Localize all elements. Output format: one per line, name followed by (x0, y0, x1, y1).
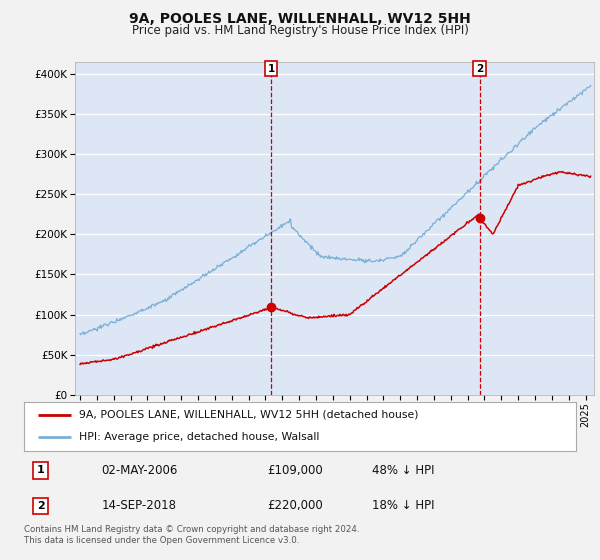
Text: 1: 1 (37, 465, 44, 475)
Text: 2: 2 (476, 64, 483, 74)
Text: HPI: Average price, detached house, Walsall: HPI: Average price, detached house, Wals… (79, 432, 320, 442)
Text: Price paid vs. HM Land Registry's House Price Index (HPI): Price paid vs. HM Land Registry's House … (131, 24, 469, 37)
Text: 9A, POOLES LANE, WILLENHALL, WV12 5HH: 9A, POOLES LANE, WILLENHALL, WV12 5HH (129, 12, 471, 26)
Text: £220,000: £220,000 (267, 500, 323, 512)
Text: £109,000: £109,000 (267, 464, 323, 477)
Text: Contains HM Land Registry data © Crown copyright and database right 2024.
This d: Contains HM Land Registry data © Crown c… (24, 525, 359, 545)
Text: 14-SEP-2018: 14-SEP-2018 (101, 500, 176, 512)
Text: 18% ↓ HPI: 18% ↓ HPI (372, 500, 434, 512)
Text: 48% ↓ HPI: 48% ↓ HPI (372, 464, 434, 477)
Text: 2: 2 (37, 501, 44, 511)
Text: 1: 1 (268, 64, 275, 74)
Text: 9A, POOLES LANE, WILLENHALL, WV12 5HH (detached house): 9A, POOLES LANE, WILLENHALL, WV12 5HH (d… (79, 410, 419, 420)
Text: 02-MAY-2006: 02-MAY-2006 (101, 464, 178, 477)
